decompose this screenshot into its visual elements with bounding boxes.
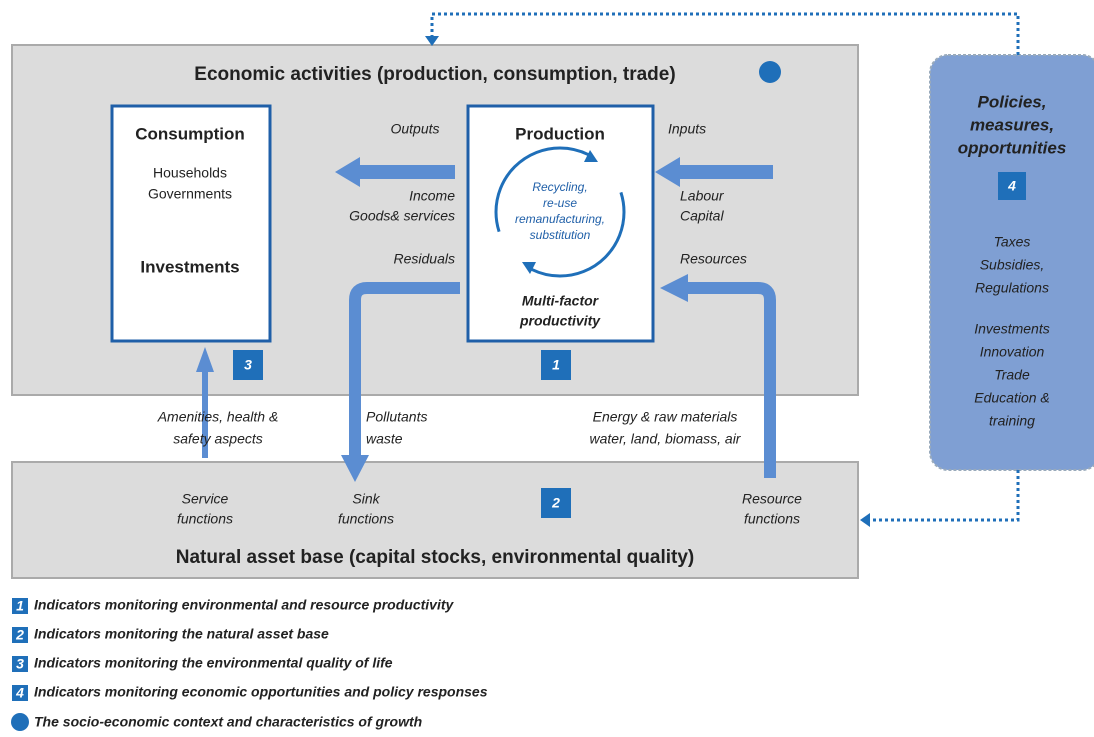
policies-box [929, 54, 1094, 471]
policies-items: Subsidies, [980, 257, 1045, 273]
flows-energy: water, land, biomass, air [590, 431, 742, 447]
consumption-investments: Investments [140, 257, 239, 276]
context-circle [759, 61, 781, 83]
arrowhead [860, 513, 870, 527]
consumption-title: Consumption [135, 124, 245, 143]
flows-income: Income [409, 188, 455, 204]
legend-badge [12, 685, 28, 701]
policies-title: opportunities [958, 138, 1067, 157]
legend-badge [12, 627, 28, 643]
consumption-box [110, 104, 272, 343]
policies-items2: Investments [974, 321, 1049, 337]
flows-pollutants: waste [366, 431, 403, 447]
natural-box [11, 461, 859, 579]
production-cycle: substitution [530, 228, 591, 242]
policy-arrow [430, 12, 1020, 55]
economic-title: Economic activities (production, consump… [194, 64, 675, 85]
arrowhead [341, 455, 369, 482]
legend-badge: 4 [15, 685, 24, 701]
consumption-lines: Households [153, 165, 227, 181]
policies-badge: 4 [1007, 178, 1016, 194]
flows-labour: Capital [680, 208, 724, 224]
badge [233, 350, 263, 380]
badge [541, 350, 571, 380]
production-footer: Multi-factor [522, 293, 600, 309]
production-cycle: remanufacturing, [515, 212, 605, 226]
natural-title: Natural asset base (capital stocks, envi… [176, 547, 694, 568]
natural-sink: functions [338, 511, 394, 527]
badge [541, 488, 571, 518]
arrowhead [425, 36, 439, 46]
flows-amenities: Amenities, health & [157, 409, 279, 425]
cycle-arrowhead [522, 262, 536, 274]
flows-residuals: Residuals [394, 251, 455, 267]
legend-badge: 3 [16, 656, 24, 672]
flows-outputs: Outputs [390, 121, 439, 137]
flows-resources: Resources [680, 251, 747, 267]
natural-service: Service [182, 491, 229, 507]
legend-circle [11, 713, 29, 731]
cycle-arrowhead [584, 150, 598, 162]
policies-items2: Trade [994, 367, 1030, 383]
production-title: Production [515, 124, 605, 143]
resources-arrow [686, 282, 776, 478]
flows-labour: Labour [680, 188, 725, 204]
legend-badge: 1 [16, 598, 24, 614]
production-cycle: Recycling, [532, 180, 587, 194]
cycle-circle [494, 146, 626, 278]
legend-badge [12, 598, 28, 614]
natural-resource: functions [744, 511, 800, 527]
production-badge: 1 [552, 357, 560, 373]
legend-text: Indicators monitoring the natural asset … [34, 626, 329, 642]
flows-energy: Energy & raw materials [593, 409, 738, 425]
flows-inputs: Inputs [668, 121, 706, 137]
consumption-badge: 3 [244, 357, 252, 373]
flows-pollutants: Pollutants [366, 409, 427, 425]
policies-items: Regulations [975, 280, 1049, 296]
policies-items: Taxes [994, 234, 1031, 250]
badge [998, 172, 1026, 200]
arrowhead [660, 274, 688, 302]
arrowhead [335, 157, 360, 187]
policies-title: measures, [970, 115, 1054, 134]
legend-badge [12, 656, 28, 672]
natural-sink: Sink [352, 491, 380, 507]
policies-items2: Education & [974, 390, 1050, 406]
residuals-arrow [349, 282, 460, 457]
arrowhead [655, 157, 680, 187]
policies-items2: training [989, 413, 1035, 429]
legend-text: The socio-economic context and character… [34, 714, 422, 730]
legend-text: Indicators monitoring the environmental … [34, 655, 393, 671]
legend-text: Indicators monitoring environmental and … [34, 597, 455, 613]
legend-badge: 2 [15, 627, 24, 643]
policies-title: Policies, [978, 92, 1047, 111]
production-footer: productivity [519, 313, 601, 329]
natural-service: functions [177, 511, 233, 527]
flows-income: Goods& services [349, 208, 455, 224]
natural-badge: 2 [551, 495, 560, 511]
natural-resource: Resource [742, 491, 802, 507]
policies-items2: Innovation [980, 344, 1045, 360]
production-cycle: re-use [543, 196, 577, 210]
legend-text: Indicators monitoring economic opportuni… [34, 684, 488, 700]
consumption-lines: Governments [148, 186, 232, 202]
policy-arrow [870, 470, 1020, 522]
flows-amenities: safety aspects [173, 431, 263, 447]
arrowhead [196, 347, 214, 372]
